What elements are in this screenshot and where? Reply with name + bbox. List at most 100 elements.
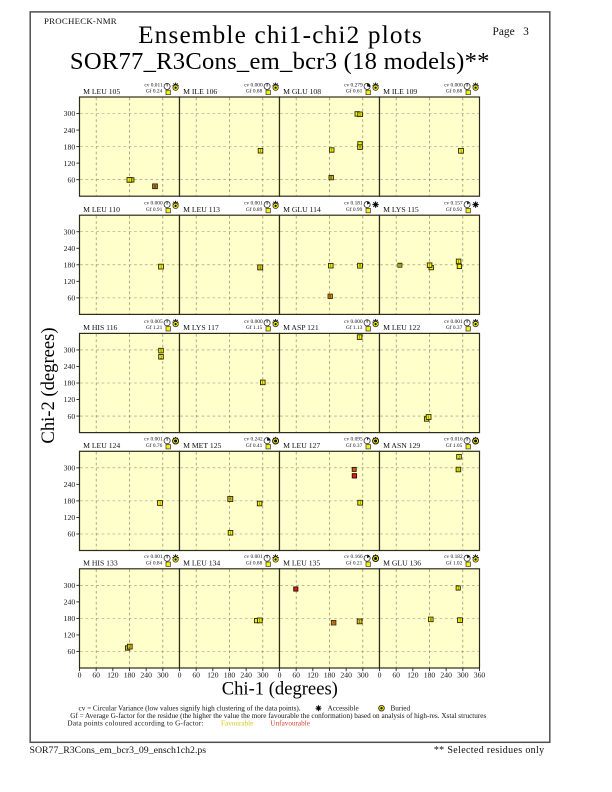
svg-text:M LYS 117: M LYS 117 [183,323,219,332]
svg-text:cv 0.001: cv 0.001 [144,437,163,443]
svg-text:Gf 1.21: Gf 1.21 [146,324,163,331]
svg-text:cv 0.001: cv 0.001 [444,319,463,325]
svg-text:60: 60 [192,671,200,680]
svg-text:Gf 1.13: Gf 1.13 [346,324,363,331]
svg-text:cv 0.279: cv 0.279 [344,82,363,88]
svg-text:0: 0 [178,671,182,680]
svg-text:cv = Circular Variance (low va: cv = Circular Variance (low values signi… [79,704,301,712]
svg-text:300: 300 [457,671,469,680]
svg-text:Gf 0.89: Gf 0.89 [246,206,263,213]
svg-text:Favourable: Favourable [221,720,253,728]
svg-text:Gf 0.24: Gf 0.24 [146,88,163,95]
svg-text:cv 0.001: cv 0.001 [244,554,263,560]
svg-text:240: 240 [64,598,76,607]
svg-text:180: 180 [324,671,336,680]
svg-text:Gf 0.88: Gf 0.88 [246,560,263,567]
svg-text:60: 60 [392,671,400,680]
svg-text:cv 0.182: cv 0.182 [444,554,463,560]
svg-text:8: 8 [359,145,361,150]
svg-text:1: 1 [160,264,162,269]
svg-text:Gf 0.76: Gf 0.76 [146,442,163,449]
svg-text:1: 1 [259,501,261,506]
svg-text:180: 180 [424,671,436,680]
svg-text:8: 8 [333,620,335,625]
svg-text:240: 240 [440,671,452,680]
svg-text:Gf 0.37: Gf 0.37 [446,324,463,331]
svg-text:2: 2 [458,454,460,459]
svg-text:Gf 0.41: Gf 0.41 [246,442,263,449]
svg-text:cv 0.181: cv 0.181 [344,201,363,207]
svg-text:5: 5 [160,348,162,353]
svg-text:M ASP 121: M ASP 121 [283,323,319,332]
svg-text:cv 0.011: cv 0.011 [144,82,163,88]
svg-text:1: 1 [259,618,261,623]
svg-text:cv 0.166: cv 0.166 [344,554,363,560]
svg-text:Unfavourable: Unfavourable [270,720,310,728]
svg-text:Chi-1 (degrees): Chi-1 (degrees) [222,678,338,699]
svg-text:120: 120 [107,671,119,680]
svg-text:120: 120 [207,671,219,680]
svg-text:240: 240 [240,671,252,680]
svg-text:240: 240 [64,480,76,489]
svg-text:M HIS 133: M HIS 133 [83,559,118,568]
svg-text:1: 1 [159,501,161,506]
svg-text:M LEU 105: M LEU 105 [83,87,120,96]
svg-text:cv 0.001: cv 0.001 [244,201,263,207]
svg-text:Gf 1.05: Gf 1.05 [446,442,463,449]
svg-text:cv 0.000: cv 0.000 [244,319,263,325]
svg-text:M LEU 134: M LEU 134 [183,559,220,568]
svg-text:5: 5 [359,112,361,117]
svg-text:1: 1 [359,500,361,505]
svg-text:8: 8 [330,175,332,180]
svg-text:Page 3: Page 3 [493,26,530,38]
svg-text:120: 120 [64,631,76,640]
svg-text:1: 1 [460,148,462,153]
svg-text:8: 8 [229,497,231,502]
svg-text:180: 180 [224,671,236,680]
svg-text:M LEU 127: M LEU 127 [283,441,320,450]
svg-text:cv 0.005: cv 0.005 [144,319,163,325]
svg-text:240: 240 [64,362,76,371]
svg-text:1: 1 [359,335,361,340]
svg-text:0: 0 [78,671,82,680]
svg-text:M MET 125: M MET 125 [183,441,221,450]
svg-text:M ILE 109: M ILE 109 [383,87,417,96]
svg-text:300: 300 [64,464,76,473]
svg-text:Gf 0.92: Gf 0.92 [446,206,463,213]
svg-text:1: 1 [331,148,333,153]
svg-text:180: 180 [64,261,76,270]
svg-text:1: 1 [359,619,361,624]
svg-text:Gf 1.15: Gf 1.15 [246,324,263,331]
svg-text:180: 180 [64,142,76,151]
svg-text:300: 300 [64,346,76,355]
svg-text:M ASN 129: M ASN 129 [383,441,420,450]
svg-text:1: 1 [259,265,261,270]
svg-text:cv 0.000: cv 0.000 [244,82,263,88]
svg-text:1: 1 [229,530,231,535]
svg-text:SOR77_R3Cons_em_bcr3_09_ensch1: SOR77_R3Cons_em_bcr3_09_ensch1ch2.ps [30,745,207,756]
svg-text:Gf 0.37: Gf 0.37 [346,442,363,449]
svg-text:M ILE 106: M ILE 106 [183,87,217,96]
svg-text:M LEU 113: M LEU 113 [183,205,220,214]
svg-text:8: 8 [359,263,361,268]
svg-text:120: 120 [64,395,76,404]
svg-text:Gf 0.88: Gf 0.88 [446,88,463,95]
svg-text:cv 0.157: cv 0.157 [444,201,463,207]
svg-text:Gf 0.91: Gf 0.91 [146,206,163,213]
svg-text:SOR77_R3Cons_em_bcr3 (18 model: SOR77_R3Cons_em_bcr3 (18 models)** [70,48,490,75]
svg-text:Gf 0.61: Gf 0.61 [346,88,363,95]
svg-text:Data points coloured according: Data points coloured according to G-fact… [67,720,203,728]
svg-text:300: 300 [64,227,76,236]
svg-text:60: 60 [292,671,300,680]
svg-text:cv 0.000: cv 0.000 [144,201,163,207]
svg-text:60: 60 [68,175,76,184]
svg-text:180: 180 [64,497,76,506]
svg-text:240: 240 [140,671,152,680]
svg-text:60: 60 [68,294,76,303]
svg-text:180: 180 [64,614,76,623]
svg-text:8: 8 [329,294,331,299]
svg-text:5: 5 [457,467,459,472]
svg-text:PROCHECK-NMR: PROCHECK-NMR [44,16,117,26]
svg-text:1: 1 [429,263,431,268]
svg-text:M LEU 135: M LEU 135 [283,559,320,568]
